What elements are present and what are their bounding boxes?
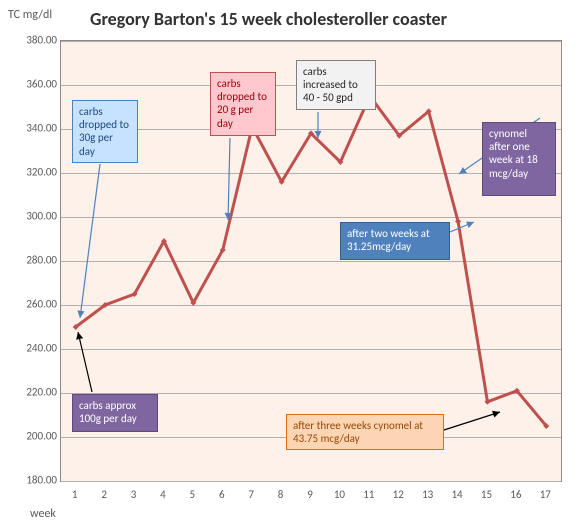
y-tick: 280.00 [15,254,57,267]
x-tick: 9 [307,488,313,501]
callout-carbs-30g: carbs dropped to 30g per day [72,100,138,163]
x-tick: 8 [278,488,284,501]
x-tick: 2 [101,488,107,501]
y-tick: 260.00 [15,298,57,311]
chart-container: TC mg/dl Gregory Barton's 15 week choles… [0,0,577,525]
callout-after-two-weeks: after two weeks at 31.25mcg/day [340,222,450,260]
y-tick: 300.00 [15,210,57,223]
y-tick: 180.00 [15,474,57,487]
x-tick: 6 [219,488,225,501]
callout-carbs-20g: carbs dropped to 20 g per day [210,72,276,136]
gridline [61,481,561,482]
y-tick: 320.00 [15,166,57,179]
callout-carbs-100g: carbs approx 100g per day [72,394,158,432]
y-tick: 200.00 [15,430,57,443]
y-tick: 240.00 [15,342,57,355]
x-tick: 14 [451,488,462,501]
x-tick: 10 [334,488,345,501]
y-tick: 380.00 [15,34,57,47]
y-axis-label: TC mg/dl [8,8,52,22]
x-tick: 15 [481,488,492,501]
chart-title: Gregory Barton's 15 week cholesteroller … [90,8,447,30]
x-tick: 7 [248,488,254,501]
y-tick: 220.00 [15,386,57,399]
x-tick: 13 [422,488,433,501]
x-tick: 5 [190,488,196,501]
x-axis-label: week [30,507,56,521]
y-tick: 340.00 [15,122,57,135]
x-tick: 4 [160,488,166,501]
x-tick: 16 [510,488,521,501]
callout-cynomel-18: cynomel after one week at 18 mcg/day [482,122,556,196]
x-tick: 11 [363,488,374,501]
callout-carbs-40-50: carbs increased to 40 - 50 gpd [296,60,376,110]
x-tick: 1 [72,488,78,501]
x-tick: 12 [393,488,404,501]
x-tick: 3 [131,488,137,501]
y-tick: 360.00 [15,78,57,91]
x-tick: 17 [540,488,551,501]
callout-after-three-weeks: after three weeks cynomel at 43.75 mcg/d… [286,414,444,450]
